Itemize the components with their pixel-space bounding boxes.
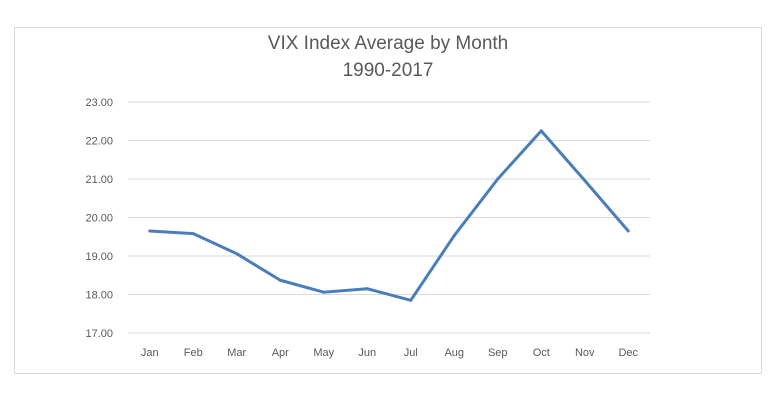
data-point-feb xyxy=(191,232,195,236)
x-tick-label: Jul xyxy=(404,347,418,359)
x-tick-label: Apr xyxy=(272,347,289,359)
data-point-sep xyxy=(496,177,500,181)
data-point-jan xyxy=(148,229,152,233)
x-tick-label: Jun xyxy=(358,347,376,359)
y-tick-label: 21.00 xyxy=(85,174,113,186)
x-tick-label: May xyxy=(313,347,334,359)
chart-frame xyxy=(14,27,762,374)
data-point-oct xyxy=(539,129,543,133)
x-tick-label: Sep xyxy=(488,347,508,359)
data-point-may xyxy=(322,290,326,294)
data-point-jun xyxy=(365,287,369,291)
data-point-nov xyxy=(583,179,587,183)
y-tick-label: 17.00 xyxy=(85,328,113,340)
y-tick-label: 19.00 xyxy=(85,251,113,263)
data-point-jul xyxy=(409,298,413,302)
series-line xyxy=(149,129,630,302)
x-tick-label: Oct xyxy=(533,347,550,359)
x-tick-label: Mar xyxy=(227,347,246,359)
x-tick-label: Aug xyxy=(444,347,464,359)
y-tick-label: 23.00 xyxy=(85,97,113,109)
x-tick-label: Dec xyxy=(618,347,638,359)
x-tick-label: Feb xyxy=(184,347,203,359)
chart-subtitle: 1990-2017 xyxy=(343,60,434,81)
x-tick-label: Jan xyxy=(141,347,159,359)
data-point-aug xyxy=(452,234,456,238)
data-point-mar xyxy=(235,252,239,256)
y-tick-label: 22.00 xyxy=(85,136,113,148)
x-tick-label: Nov xyxy=(575,347,595,359)
y-tick-label: 20.00 xyxy=(85,213,113,225)
y-tick-label: 18.00 xyxy=(85,290,113,302)
data-point-dec xyxy=(626,229,630,233)
data-point-apr xyxy=(278,278,282,282)
chart-title: VIX Index Average by Month xyxy=(268,33,508,54)
